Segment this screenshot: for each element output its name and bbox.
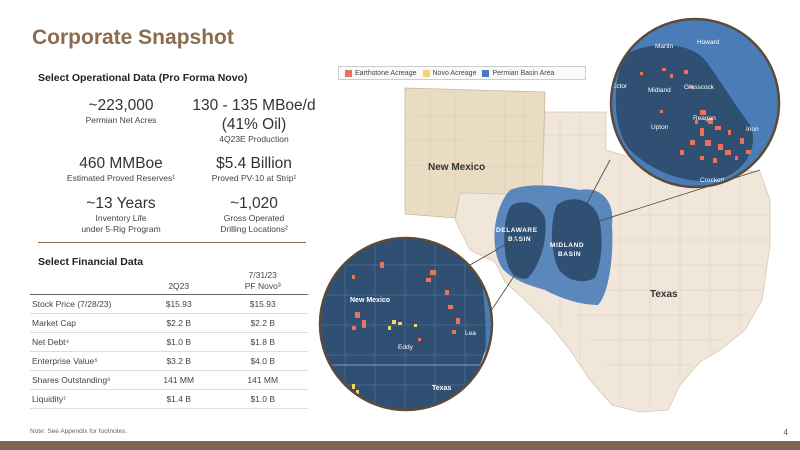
novo-swatch-icon [422,69,430,77]
operational-heading: Select Operational Data (Pro Forma Novo) [38,72,248,84]
page-number: 4 [783,428,788,437]
label-irion: Irion [746,126,759,133]
header-pf: PF Novo³ [244,281,281,291]
delaware-basin [504,202,546,279]
metric-value: 460 MMBoe [79,155,163,172]
row-label: Liquidity⁷ [30,389,140,409]
metric-label: Inventory Life [95,213,147,223]
label-midland: Midland [648,87,671,94]
legend-item-permian: Permian Basin Area [482,69,555,77]
metric-value-oil: (41% Oil) [221,116,287,133]
metric-label: Gross Operated [223,213,285,223]
row-label: Stock Price (7/28/23) [30,294,140,314]
row-value-pf-novo: $15.93 [217,294,308,314]
label-zoom-texas: Texas [432,385,451,392]
label-upton: Upton [651,124,669,131]
table-row: Shares Outstanding⁶ 141 MM 141 MM [30,370,308,390]
zoom-midland-basin: Martin Howard Ector Midland Glasscock Up… [611,19,779,187]
row-label: Net Debt⁴ [30,332,140,352]
label-new-mexico: New Mexico [428,162,485,173]
row-value-pf-novo: $2.2 B [217,313,308,333]
table-row: Enterprise Value⁵ $3.2 B $4.0 B [30,351,308,371]
zoom-delaware-basin: New Mexico Lea Eddy Texas [320,238,492,410]
financial-table: 2Q23 7/31/23 PF Novo³ Stock Price (7/28/… [30,268,308,409]
metric-label-2: under 5-Rig Program [81,224,161,234]
label-midland-2: BASIN [558,251,581,258]
label-crockett: Crockett [700,177,724,184]
legend-item-novo: Novo Acreage [422,69,477,77]
label-glasscock: Glasscock [684,84,715,91]
row-value-pf-novo: $4.0 B [217,351,308,371]
metric-value: ~13 Years [86,195,156,212]
label-reagan: Reagan [693,115,716,122]
row-value-pf-novo: 141 MM [217,370,308,390]
label-zoom-new-mexico: New Mexico [350,297,390,304]
table-row: Liquidity⁷ $1.4 B $1.0 B [30,389,308,409]
row-value-2q23: $3.2 B [140,351,218,371]
label-delaware-2: BASIN [508,236,531,243]
table-row: Market Cap $2.2 B $2.2 B [30,313,308,333]
metric-label: 4Q23E Production [219,134,289,144]
metric-reserves: 460 MMBoe Estimated Proved Reserves¹ [46,154,196,184]
row-label: Shares Outstanding⁶ [30,370,140,390]
zoom-circle-border-right [609,17,781,189]
header-date: 7/31/23 [248,270,277,280]
row-value-pf-novo: $1.0 B [217,389,308,409]
table-row: Stock Price (7/28/23) $15.93 $15.93 [30,294,308,314]
legend-label: Earthstone Acreage [355,69,417,77]
metric-value: $5.4 Billion [216,155,292,172]
permian-swatch-icon [482,69,490,77]
metric-production: 130 - 135 MBoe/d (41% Oil) 4Q23E Product… [179,96,329,145]
row-value-2q23: $15.93 [140,294,218,314]
table-header-row: 2Q23 7/31/23 PF Novo³ [30,268,308,295]
section-divider [38,242,306,243]
connector-line [484,251,531,321]
label-martin: Martin [655,43,673,50]
connector-line [469,237,518,266]
legend-label: Novo Acreage [432,69,477,77]
page-title: Corporate Snapshot [32,26,234,49]
footnote: Note: See Appendix for footnotes. [30,428,128,435]
metric-value: 130 - 135 MBoe/d [192,97,316,114]
row-value-pf-novo: $1.8 B [217,332,308,352]
metric-pv10: $5.4 Billion Proved PV-10 at Strip¹ [179,154,329,184]
metric-value: ~223,000 [88,97,154,114]
midland-basin [551,199,602,282]
metric-net-acres: ~223,000 Permian Net Acres [46,96,196,126]
map-legend: Earthstone Acreage Novo Acreage Permian … [338,66,586,80]
label-delaware-1: DELAWARE [496,227,538,234]
label-texas: Texas [650,289,678,300]
zoom-circle-border-left [318,236,494,412]
row-value-2q23: $1.4 B [140,389,218,409]
row-value-2q23: 141 MM [140,370,218,390]
row-value-2q23: $1.0 B [140,332,218,352]
label-ector: Ector [612,83,628,90]
metric-inventory: ~13 Years Inventory Life under 5-Rig Pro… [46,194,196,235]
table-row: Net Debt⁴ $1.0 B $1.8 B [30,332,308,352]
bottom-bar [0,441,800,450]
financial-heading: Select Financial Data [38,256,144,268]
metric-locations: ~1,020 Gross Operated Drilling Locations… [179,194,329,235]
label-midland-1: MIDLAND [550,242,584,249]
metric-label: Permian Net Acres [85,115,157,125]
legend-label: Permian Basin Area [492,69,555,77]
row-label: Market Cap [30,313,140,333]
metric-label: Proved PV-10 at Strip¹ [211,173,297,183]
table-header-pf-novo: 7/31/23 PF Novo³ [217,268,308,295]
metric-value: ~1,020 [230,195,278,212]
table-header-2q23: 2Q23 [168,281,190,291]
connector-line [585,159,611,206]
metric-label: Estimated Proved Reserves¹ [66,173,176,183]
row-value-2q23: $2.2 B [140,313,218,333]
label-howard: Howard [697,39,720,46]
legend-item-earthstone: Earthstone Acreage [345,69,417,77]
row-label: Enterprise Value⁵ [30,351,140,371]
metric-label-2: Drilling Locations² [220,224,288,234]
label-lea: Lea [465,330,476,337]
earthstone-swatch-icon [345,69,352,77]
label-eddy: Eddy [398,344,414,351]
